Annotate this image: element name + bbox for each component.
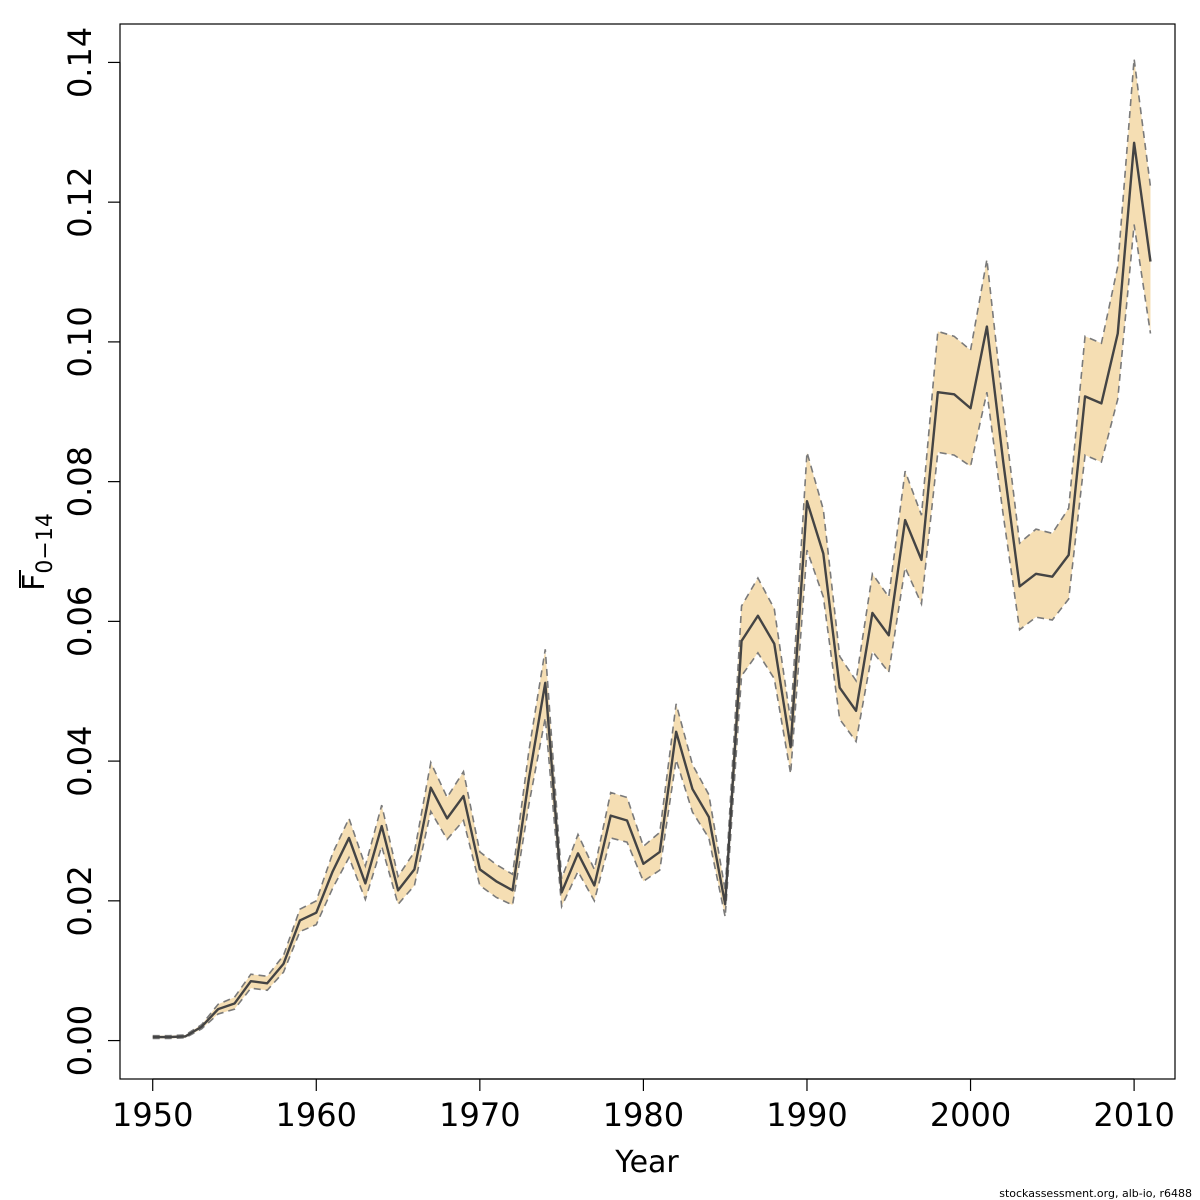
series-lines-layer: [152, 58, 1152, 1040]
x-tick-label: 1950: [112, 1096, 193, 1134]
lower-bound-line: [152, 224, 1152, 1040]
x-tick-label: 1960: [276, 1096, 357, 1134]
y-axis-label: F0−14: [17, 513, 58, 591]
x-tick-label: 1980: [603, 1096, 684, 1134]
x-axis-label: Year: [614, 1145, 679, 1180]
y-tick-label: 0.12: [61, 167, 99, 238]
y-axis: 0.00 0.02 0.04 0.06 0.08 0.10 0.12 0.14: [61, 27, 121, 1076]
median-line: [152, 141, 1152, 1039]
x-tick-label: 1970: [439, 1096, 520, 1134]
x-tick-label: 1990: [766, 1096, 847, 1134]
y-tick-label: 0.04: [61, 725, 99, 796]
y-axis-label-subscript: 0−14: [33, 513, 58, 573]
y-axis-label-main: F: [17, 574, 52, 591]
confidence-band-layer: [152, 58, 1151, 1039]
upper-bound-line: [152, 58, 1152, 1037]
confidence-band: [152, 58, 1151, 1039]
y-tick-label: 0.00: [61, 1005, 99, 1076]
y-tick-label: 0.10: [61, 306, 99, 377]
x-axis: 1950 1960 1970 1980 1990 2000 2010: [112, 1078, 1175, 1134]
svg-text:F0−14: F0−14: [17, 513, 58, 591]
y-tick-label: 0.14: [61, 27, 99, 98]
y-tick-label: 0.02: [61, 865, 99, 936]
x-tick-label: 2010: [1093, 1096, 1174, 1134]
y-tick-label: 0.08: [61, 446, 99, 517]
x-tick-label: 2000: [930, 1096, 1011, 1134]
credit-text: stockassessment.org, alb-io, r6488: [999, 1187, 1192, 1200]
y-tick-label: 0.06: [61, 586, 99, 657]
